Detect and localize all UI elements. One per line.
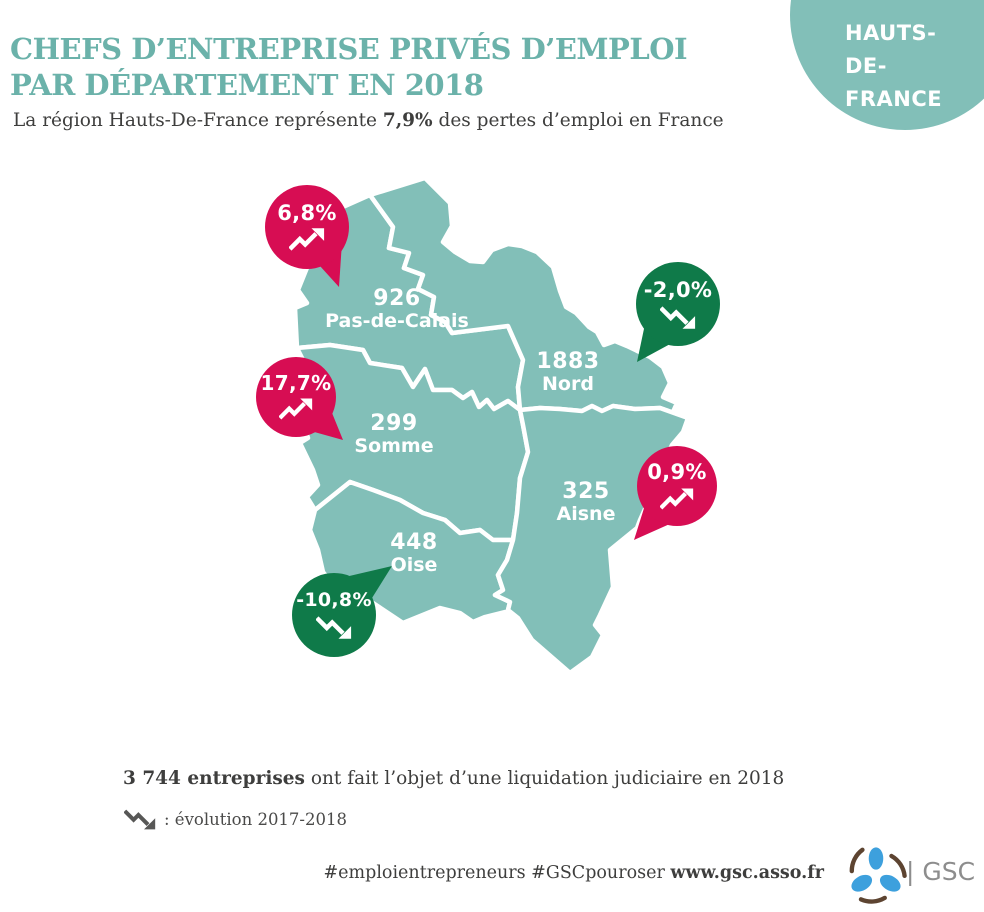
hashtags-text: #emploientrepreneurs #GSCpouroser: [323, 863, 671, 883]
badge-tail-nord: [637, 324, 672, 362]
total-statement: 3 744 entreprises ont fait l’objet d’une…: [123, 768, 784, 789]
trend-badge-somme: 17,7%: [256, 357, 336, 437]
dept-name-nord: Nord: [542, 373, 594, 395]
region-name-line3: FRANCE: [845, 87, 943, 111]
trend-up-icon: [279, 398, 313, 420]
trend-percent-aisne: 0,9%: [647, 460, 707, 485]
page-title: CHEFS D’ENTREPRISE PRIVÉS D’EMPLOI PAR D…: [10, 31, 688, 103]
dept-name-aisne: Aisne: [556, 503, 616, 525]
dept-value-aisne: 325: [562, 479, 610, 504]
gsc-separator: |: [906, 857, 923, 886]
trend-percent-nord: -2,0%: [643, 277, 713, 302]
gsc-logo-icon: [849, 847, 907, 904]
trend-badge-oise: -10,8%: [292, 573, 376, 657]
trend-percent-pas-de-calais: 6,8%: [277, 200, 337, 225]
dept-value-pas-de-calais: 926: [373, 286, 421, 311]
subtitle: La région Hauts-De-France représente 7,9…: [13, 110, 724, 131]
subtitle-prefix: La région Hauts-De-France représente: [13, 110, 383, 131]
subtitle-percentage: 7,9%: [382, 110, 433, 131]
total-statement-bold: 3 744 entreprises: [123, 768, 305, 789]
page-title-line1: CHEFS D’ENTREPRISE PRIVÉS D’EMPLOI: [10, 32, 688, 66]
evolution-arrow-icon: [124, 809, 156, 830]
page-title-line2: PAR DÉPARTEMENT EN 2018: [10, 68, 484, 102]
trend-badge-aisne: 0,9%: [637, 446, 717, 526]
total-statement-rest: ont fait l’objet d’une liquidation judic…: [304, 768, 785, 789]
dept-value-somme: 299: [370, 411, 418, 436]
dept-value-nord: 1883: [536, 349, 600, 374]
trend-up-icon: [289, 228, 325, 251]
dept-label-pas-de-calais: 926 Pas-de-Calais: [325, 287, 469, 332]
trend-badge-nord: -2,0%: [636, 262, 720, 346]
subtitle-suffix: des pertes d’emploi en France: [432, 110, 724, 131]
trend-down-icon: [660, 306, 696, 329]
trend-down-icon: [316, 616, 352, 639]
website-url[interactable]: www.gsc.asso.fr: [670, 863, 824, 883]
region-name-line1: HAUTS-: [845, 21, 937, 45]
legend: : évolution 2017-2018: [124, 808, 347, 830]
gsc-text: GSC: [922, 857, 976, 886]
map-region-nord: [367, 175, 691, 421]
trend-percent-somme: 17,7%: [260, 371, 332, 395]
badge-tail-aisne: [634, 505, 672, 540]
footer-hashtags: #emploientrepreneurs #GSCpouroser www.gs…: [0, 863, 824, 883]
dept-label-nord: 1883 Nord: [536, 350, 599, 395]
legend-label: : évolution 2017-2018: [164, 809, 347, 829]
region-name: HAUTS- DE- FRANCE: [845, 17, 942, 116]
dept-label-aisne: 325 Aisne: [557, 480, 616, 525]
trend-badge-pas-de-calais: 6,8%: [265, 185, 349, 269]
dept-label-somme: 299 Somme: [354, 412, 433, 457]
dept-label-oise: 448 Oise: [390, 531, 437, 576]
dept-name-pas-de-calais: Pas-de-Calais: [325, 310, 469, 332]
region-name-line2: DE-: [845, 54, 887, 78]
trend-up-icon: [660, 487, 694, 510]
dept-name-somme: Somme: [354, 435, 434, 457]
badge-tail-oise: [345, 566, 392, 598]
gsc-wordmark: | GSC: [906, 857, 975, 886]
dept-value-oise: 448: [390, 530, 438, 555]
dept-name-oise: Oise: [390, 554, 438, 576]
trend-percent-oise: -10,8%: [296, 589, 372, 612]
